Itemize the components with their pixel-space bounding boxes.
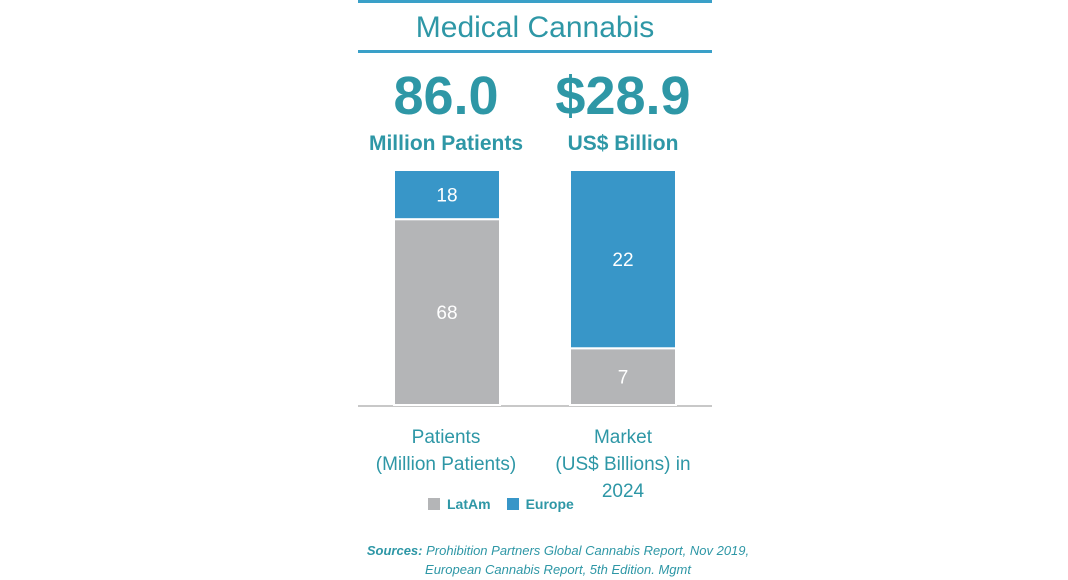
bar-patients-europe — [393, 169, 501, 221]
market-category-label: Market (US$ Billions) in 2024 — [528, 424, 718, 505]
top-rule — [358, 0, 712, 3]
legend-item-latam: LatAm — [428, 496, 491, 512]
bar-patients-latam — [393, 218, 501, 406]
source-label: Sources: — [366, 543, 423, 558]
market-total: $28.9 — [555, 66, 691, 126]
data-label-market-latam: 7 — [618, 368, 629, 389]
bar-market-latam — [569, 347, 677, 406]
patients-category-label: Patients (Million Patients) — [351, 424, 541, 478]
data-label-patients-latam: 68 — [436, 303, 457, 324]
chart-title: Medical Cannabis — [415, 11, 655, 44]
source-text: Prohibition Partners Global Cannabis Rep… — [422, 543, 750, 577]
chart-legend: LatAm Europe — [428, 496, 590, 512]
title-rule — [358, 50, 712, 53]
legend-label-latam: LatAm — [447, 496, 491, 512]
patients-label-line2: (Million Patients) — [375, 454, 517, 475]
patients-total: 86.0 — [393, 66, 499, 126]
market-label-line2: (US$ Billions) in — [555, 454, 691, 475]
patients-label-line1: Patients — [411, 427, 481, 448]
legend-swatch-europe — [506, 498, 519, 510]
legend-item-europe: Europe — [506, 496, 574, 512]
market-label-line3: 2024 — [601, 481, 645, 502]
legend-swatch-latam — [428, 498, 440, 510]
bar-market-europe — [569, 169, 677, 350]
data-label-patients-europe: 18 — [436, 186, 457, 207]
market-unit: US$ Billion — [567, 132, 679, 155]
source-note: Sources: Prohibition Partners Global Can… — [348, 541, 768, 579]
data-label-market-europe: 22 — [612, 250, 633, 271]
market-label-line1: Market — [593, 427, 653, 448]
patients-unit: Million Patients — [368, 132, 523, 155]
legend-label-europe: Europe — [525, 496, 574, 512]
